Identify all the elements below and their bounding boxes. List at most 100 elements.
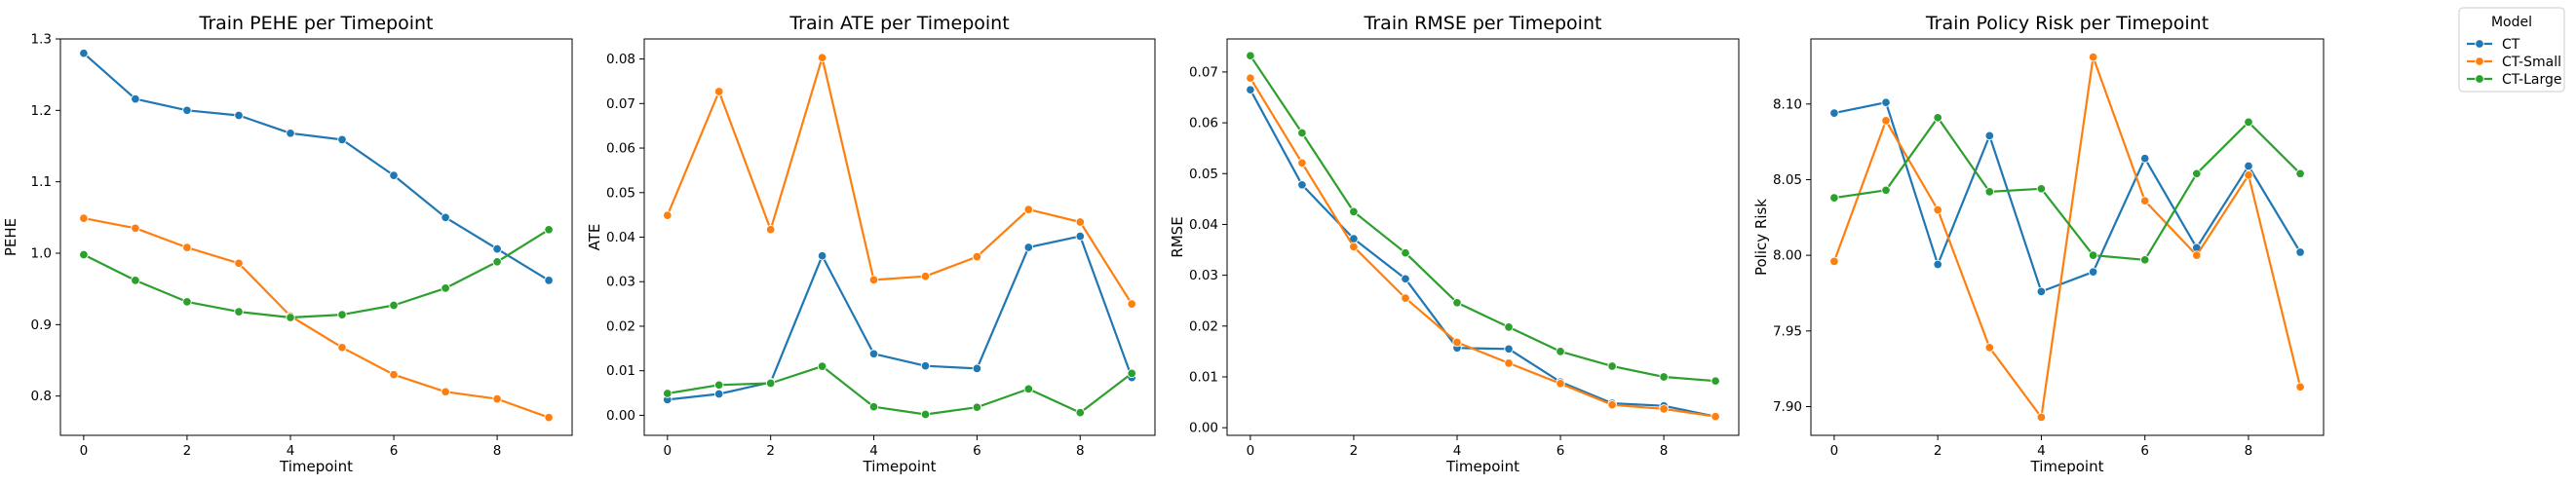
y-tick-label: 0.07 (1189, 64, 1218, 80)
data-point (2088, 52, 2098, 62)
data-point (1023, 384, 1034, 394)
y-tick-label: 0.07 (606, 96, 635, 112)
plot-frame (1810, 38, 2325, 436)
data-point (286, 129, 295, 138)
y-tick-label: 0.05 (606, 185, 635, 201)
chart-title: Train ATE per Timepoint (788, 13, 1009, 34)
data-point (441, 212, 450, 223)
data-point (79, 213, 89, 223)
y-tick-label: 0.00 (606, 408, 635, 424)
legend-frame (2458, 7, 2565, 93)
data-point (544, 276, 554, 285)
x-tick-label: 8 (1076, 443, 1085, 459)
legend: Model CT CT-Small CT-Large (2458, 7, 2565, 93)
x-tick-label: 0 (664, 443, 673, 459)
data-point (1401, 274, 1410, 284)
y-tick-label: 0.04 (1189, 217, 1218, 233)
series-line (667, 365, 1133, 416)
data-point (817, 53, 827, 62)
data-point (713, 380, 724, 391)
chart-title: Train PEHE per Timepoint (199, 13, 434, 34)
data-point (1127, 368, 1136, 379)
plot-frame (59, 38, 573, 436)
y-tick-label: 0.03 (606, 275, 635, 290)
series-line (1833, 116, 2301, 261)
data-point (182, 105, 192, 116)
data-point (1556, 347, 1565, 356)
x-tick-label: 2 (183, 443, 192, 459)
data-point (1933, 113, 1942, 123)
x-tick-label: 2 (766, 443, 775, 459)
data-point (544, 225, 554, 235)
data-point (2295, 382, 2305, 392)
data-point (1711, 411, 1720, 422)
chart-panel-4: 0 2 4 6 8 7.90 7.95 8.00 8.05 8.10 Train Policy Ri… (1752, 13, 2325, 475)
y-tick-label: 1.2 (31, 103, 52, 119)
x-tick-label: 4 (2037, 443, 2046, 459)
chart-panel-3: 0 2 4 6 8 0.00 0.01 0.02 0.03 0.04 0.05 0.06 0.07 Tra… (1169, 13, 1740, 475)
x-tick-label: 8 (493, 443, 502, 459)
legend-title: Model (2491, 15, 2532, 30)
data-point (2036, 286, 2047, 297)
y-tick-label: 7.90 (1773, 399, 1802, 415)
data-point (2244, 170, 2253, 180)
data-point (1452, 298, 1462, 308)
data-point (1556, 379, 1565, 389)
data-point (2088, 267, 2098, 277)
data-point (1075, 231, 1086, 242)
y-tick-label: 0.05 (1189, 167, 1218, 182)
data-point (337, 343, 347, 353)
plot-frame (1226, 38, 1740, 436)
data-point (389, 300, 399, 311)
data-point (972, 251, 982, 262)
legend-marker (2475, 39, 2484, 49)
y-tick-label: 8.10 (1773, 96, 1802, 112)
data-point (1127, 299, 1136, 309)
series-ct (1246, 85, 1720, 422)
y-tick-label: 8.05 (1773, 172, 1802, 188)
data-point (234, 258, 244, 269)
data-point (663, 389, 673, 398)
y-tick-label: 0.03 (1189, 268, 1218, 283)
series-ct-small (1246, 73, 1720, 422)
data-point (131, 276, 140, 285)
data-point (1297, 180, 1307, 190)
data-point (1504, 358, 1514, 368)
y-tick-label: 0.04 (606, 230, 635, 245)
x-tick-label: 6 (2140, 443, 2149, 459)
data-point (1933, 205, 1942, 215)
data-point (1607, 361, 1617, 371)
series-line (666, 56, 1134, 305)
y-tick-label: 0.08 (606, 52, 635, 67)
y-tick-label: 0.00 (1189, 421, 1218, 436)
legend-marker (2475, 74, 2484, 84)
data-point (1881, 185, 1891, 196)
data-point (1401, 247, 1410, 258)
data-point (2139, 196, 2150, 205)
data-point (1023, 205, 1034, 214)
series-ct-small (79, 213, 554, 423)
data-point (1401, 293, 1410, 303)
data-point (2295, 168, 2305, 179)
chart-panel-2: 0 2 4 6 8 0.00 0.01 0.02 0.03 0.04 0.05 0.06 0.07 0.0… (586, 13, 1156, 475)
x-tick-label: 6 (1557, 443, 1565, 459)
data-point (817, 250, 827, 261)
series-ct (663, 231, 1136, 405)
data-point (2088, 250, 2098, 260)
y-tick-label: 0.06 (606, 141, 635, 157)
data-point (1246, 73, 1255, 83)
data-point (765, 378, 776, 389)
y-axis-label: ATE (586, 224, 603, 251)
x-tick-label: 2 (1934, 443, 1942, 459)
series-line (1833, 101, 2302, 293)
data-point (663, 210, 673, 220)
data-point (2139, 153, 2150, 164)
data-point (2244, 161, 2253, 171)
data-point (1349, 242, 1359, 252)
data-point (713, 389, 724, 399)
legend-label: CT-Small (2502, 55, 2561, 70)
data-point (868, 349, 879, 359)
data-point (1984, 131, 1995, 141)
y-tick-label: 0.8 (31, 389, 52, 404)
